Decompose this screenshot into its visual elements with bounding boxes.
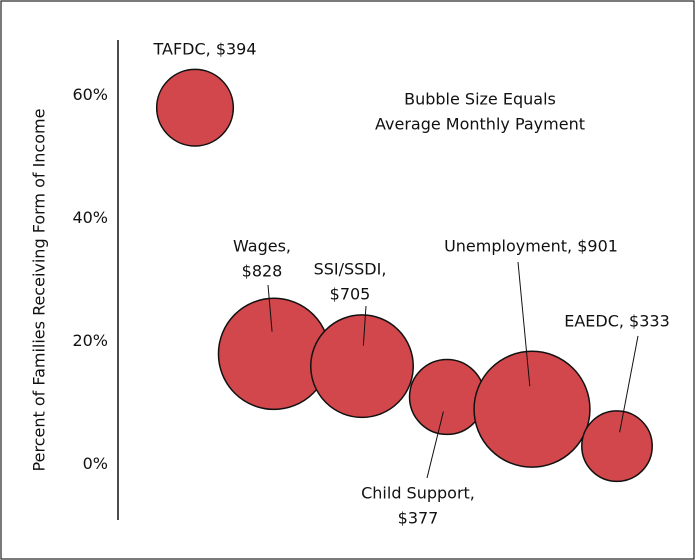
bubble [408, 358, 486, 436]
y-axis-label: Percent of Families Receiving Form of In… [30, 109, 49, 472]
annotation: Bubble Size Equals [404, 90, 556, 109]
y-tick-label: 40% [72, 208, 108, 227]
leader-line [362, 305, 367, 346]
data-label: $377 [398, 509, 439, 528]
data-label: $828 [242, 262, 283, 281]
y-tick-label: 60% [72, 85, 108, 104]
leader-line [267, 284, 273, 332]
bubble [155, 68, 235, 147]
leader-line [517, 261, 531, 387]
y-tick-label: 0% [83, 454, 108, 473]
annotation: Average Monthly Payment [375, 115, 585, 134]
bubble [581, 410, 653, 483]
data-label: $705 [330, 285, 371, 304]
leader-line [619, 335, 639, 433]
data-label: EAEDC, $333 [564, 312, 670, 331]
data-label: TAFDC, $394 [152, 40, 256, 59]
y-tick-label: 20% [72, 331, 108, 350]
data-label: Wages, [233, 237, 291, 256]
bubble [310, 314, 414, 419]
data-label: Unemployment, $901 [444, 237, 618, 256]
leader-line [426, 411, 444, 479]
data-label: Child Support, [361, 484, 475, 503]
data-label: SSI/SSDI, [314, 260, 387, 279]
bubble [473, 350, 591, 468]
